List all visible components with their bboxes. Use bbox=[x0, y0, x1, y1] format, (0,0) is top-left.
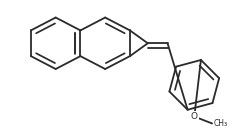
Text: CH₃: CH₃ bbox=[214, 119, 228, 128]
Text: O: O bbox=[191, 112, 198, 121]
